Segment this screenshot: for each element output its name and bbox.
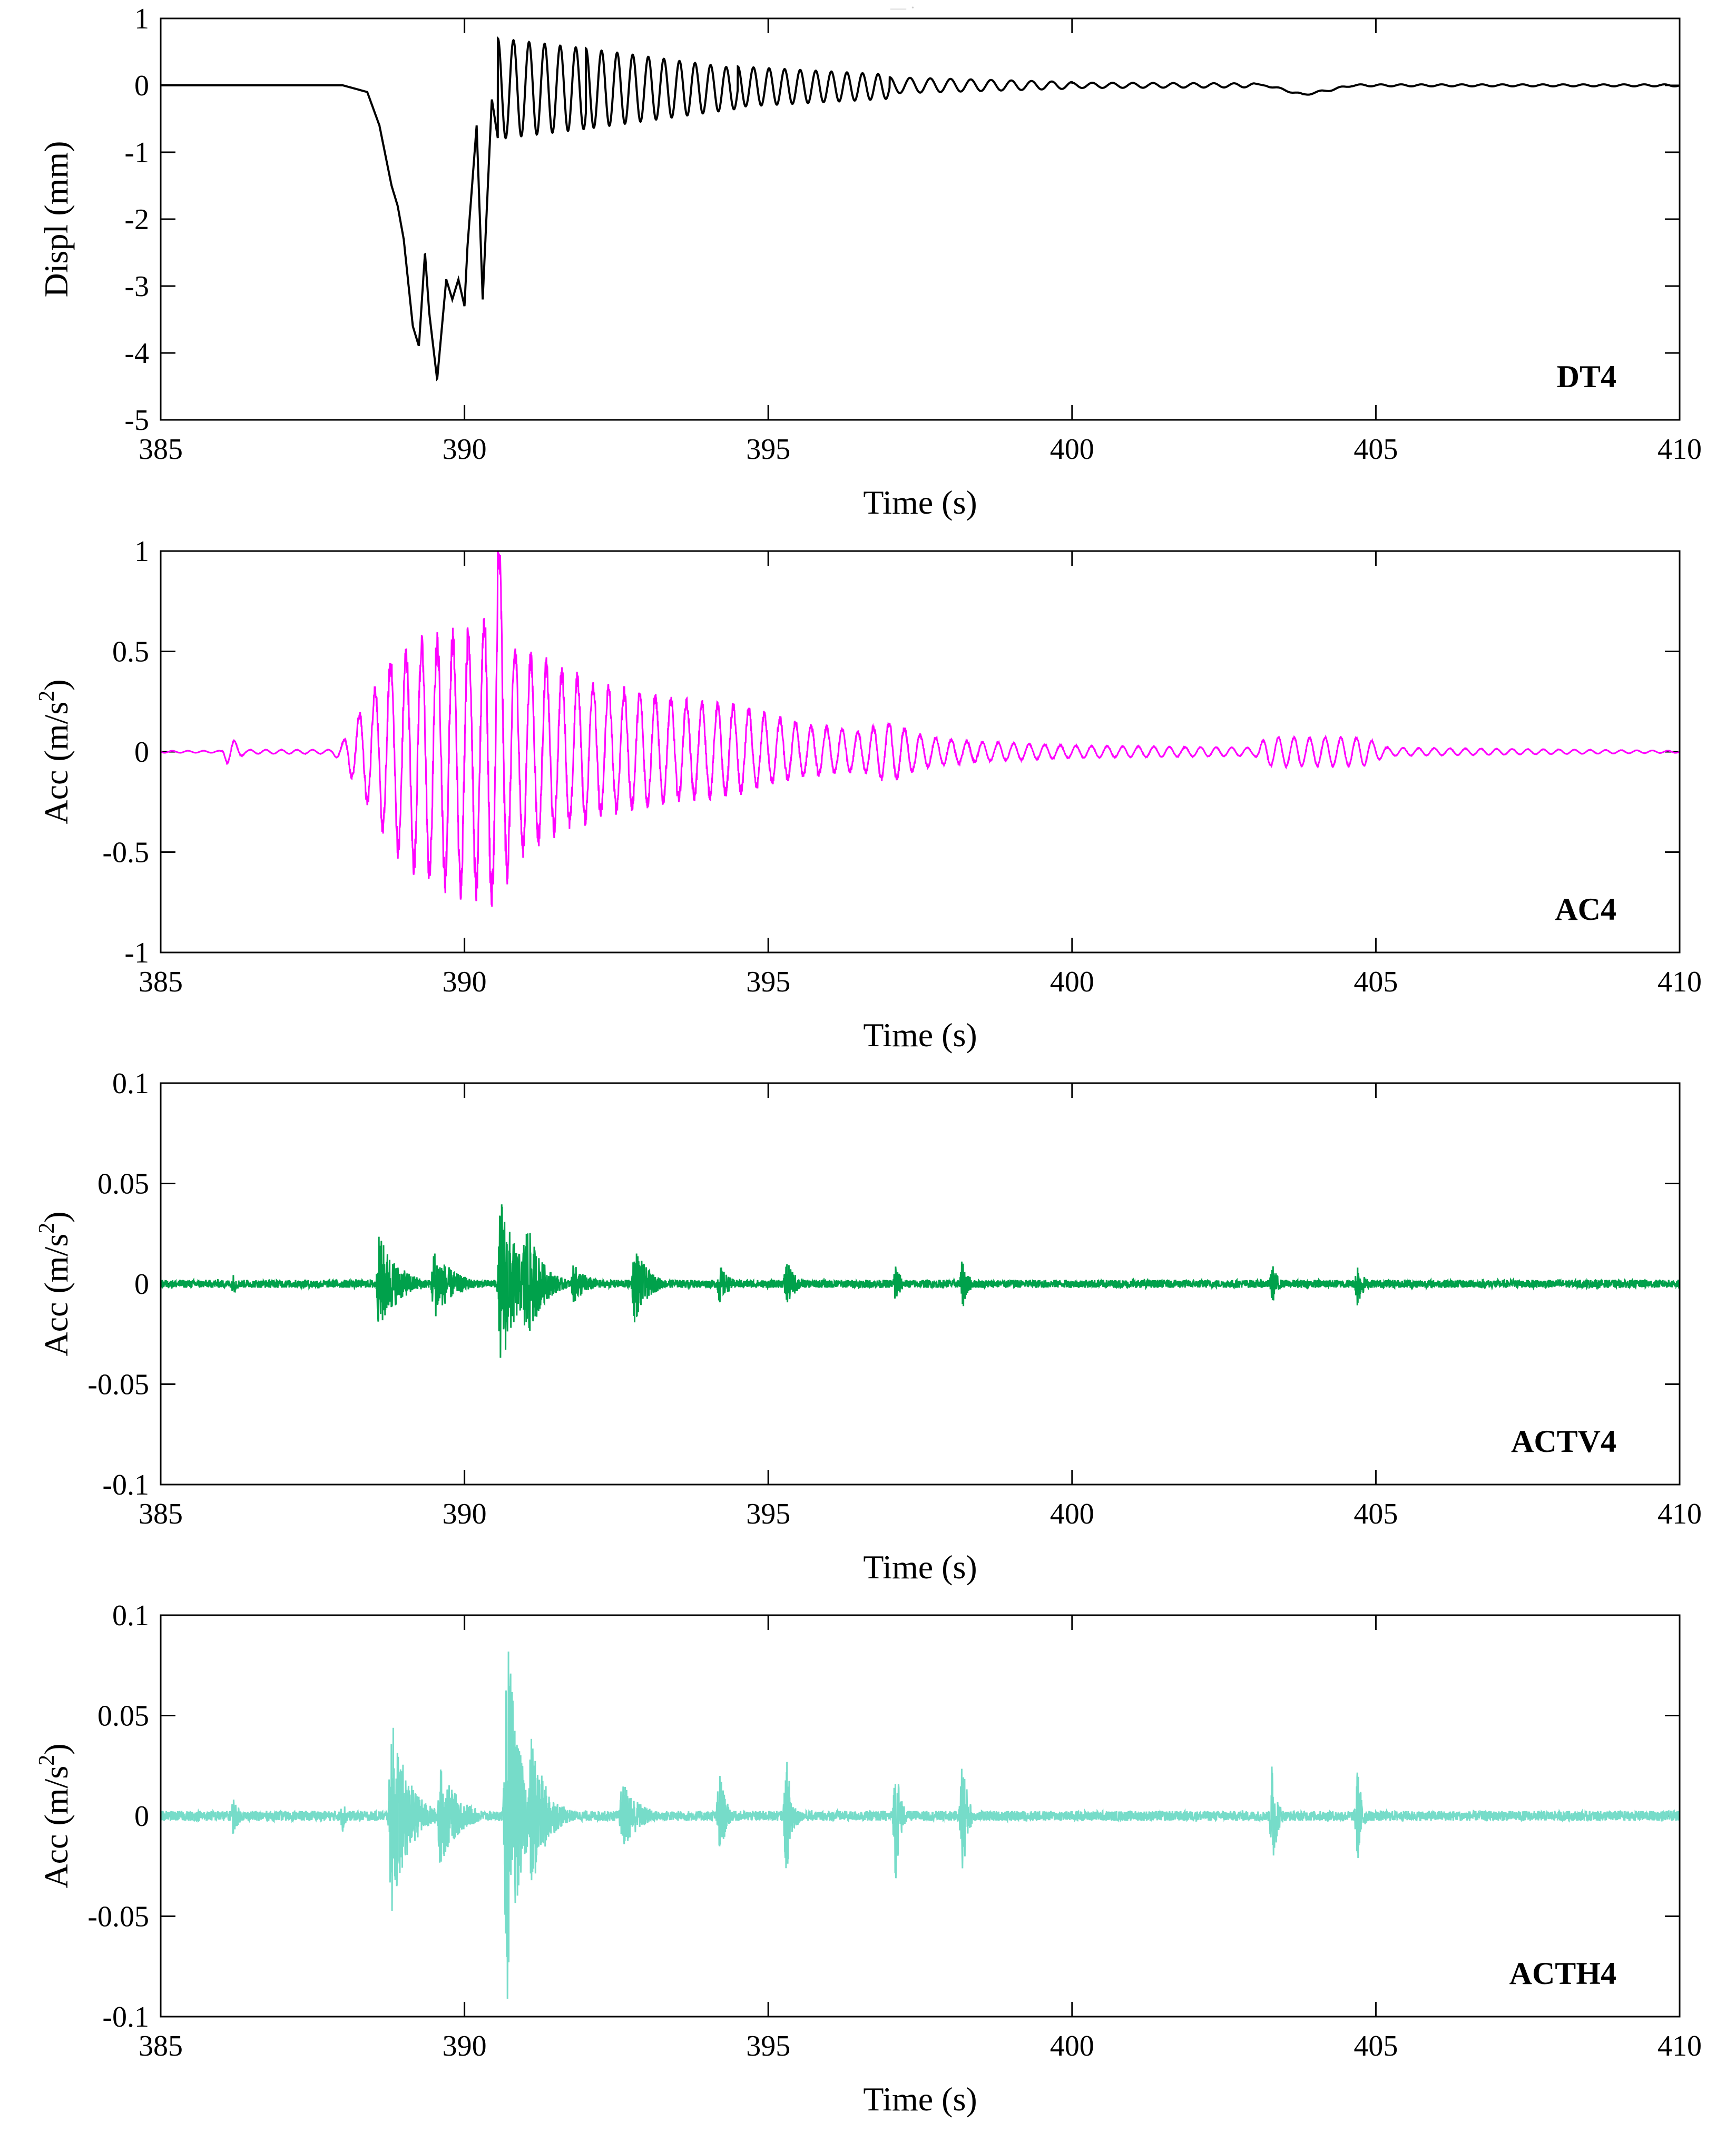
panel-label: ACTH4 xyxy=(1509,1956,1616,1991)
series-line-dt4 xyxy=(161,36,1680,381)
y-tick-label: -2 xyxy=(124,203,149,236)
series-line-acth4 xyxy=(161,1651,1680,1999)
x-axis-title: Time (s) xyxy=(863,1016,977,1054)
y-tick-label: 0.1 xyxy=(112,1599,149,1632)
y-tick-label: 0 xyxy=(134,1268,149,1301)
y-axis-title: Acc (m/s2) xyxy=(35,1743,75,1888)
panel-ac4: 385 390 395 400 405 410 1 0.5 0 -0.5 -1 Time (s) Acc… xyxy=(35,535,1702,1054)
y-axis-title: Acc (m/s2) xyxy=(35,679,75,824)
x-tick-label: 390 xyxy=(443,433,487,466)
y-axis-title-sup: 2 xyxy=(35,1223,59,1234)
y-tick-label: 0.1 xyxy=(112,1067,149,1100)
x-tick-label: 385 xyxy=(139,2030,183,2062)
y-tick-label: -0.1 xyxy=(102,1469,149,1501)
plot-frame xyxy=(160,17,1681,421)
y-tick-label: 1 xyxy=(134,3,149,35)
panel-actv4: 385 390 395 400 405 410 0.1 0.05 0 -0.05 -0.1 Time … xyxy=(35,1067,1702,1586)
x-axis-title: Time (s) xyxy=(863,484,977,521)
x-tick-label: 400 xyxy=(1050,966,1094,998)
y-axis-title-main: Acc (m/s xyxy=(37,702,75,824)
y-tick-label: 0.05 xyxy=(97,1168,149,1201)
x-tick-label: 390 xyxy=(443,966,487,998)
x-tick-label: 395 xyxy=(746,433,790,466)
plot-frame xyxy=(160,550,1681,954)
panel-label: AC4 xyxy=(1555,892,1616,927)
x-axis-title: Time (s) xyxy=(863,1548,977,1586)
x-tick-label: 410 xyxy=(1657,1498,1702,1530)
x-tick-label: 405 xyxy=(1354,1498,1398,1530)
y-tick-label: -1 xyxy=(124,937,149,969)
x-tick-label: 390 xyxy=(443,1498,487,1530)
y-axis-title-main: Displ (mm) xyxy=(37,141,75,298)
y-tick-label: -0.1 xyxy=(102,2001,149,2033)
y-tick-label: 0.05 xyxy=(97,1700,149,1733)
y-tick-label: -5 xyxy=(124,404,149,437)
panel-dt4: 385 390 395 400 405 410 1 0 -1 -2 -3 -4 -5 Time (s) Di… xyxy=(37,3,1702,521)
x-tick-label: 410 xyxy=(1657,433,1702,466)
y-tick-label: 0 xyxy=(134,70,149,102)
x-tick-label: 405 xyxy=(1354,433,1398,466)
x-tick-label: 400 xyxy=(1050,433,1094,466)
y-tick-label: 1 xyxy=(134,535,149,568)
y-tick-label: -0.05 xyxy=(87,1901,149,1933)
y-axis-title-sup: 2 xyxy=(35,1755,59,1766)
x-tick-label: 410 xyxy=(1657,966,1702,998)
y-tick-label: -1 xyxy=(124,136,149,169)
y-axis-title: Acc (m/s2) xyxy=(35,1211,75,1356)
x-tick-label: 385 xyxy=(139,966,183,998)
x-tick-label: 395 xyxy=(746,1498,790,1530)
series-line-ac4 xyxy=(161,551,1680,907)
x-tick-label: 390 xyxy=(443,2030,487,2062)
plot-frame xyxy=(160,1082,1681,1486)
y-tick-label: 0.5 xyxy=(112,636,149,669)
y-axis-title-end: ) xyxy=(37,1211,75,1222)
x-tick-label: 385 xyxy=(139,433,183,466)
x-tick-label: 385 xyxy=(139,1498,183,1530)
y-axis-title-end: ) xyxy=(37,1743,75,1754)
x-tick-label: 405 xyxy=(1354,2030,1398,2062)
y-axis-title-end: ) xyxy=(37,679,75,690)
y-axis-title-main: Acc (m/s xyxy=(37,1234,75,1357)
y-tick-label: -3 xyxy=(124,270,149,303)
x-tick-label: 400 xyxy=(1050,1498,1094,1530)
x-tick-label: 395 xyxy=(746,966,790,998)
y-tick-label: 0 xyxy=(134,1800,149,1833)
top-caption: — · xyxy=(890,0,916,16)
y-axis-title-main: Acc (m/s xyxy=(37,1766,75,1889)
x-tick-label: 405 xyxy=(1354,966,1398,998)
panel-acth4: 385 390 395 400 405 410 0.1 0.05 0 -0.05 -0.1 Time … xyxy=(35,1599,1702,2118)
y-tick-label: -4 xyxy=(124,337,149,370)
x-axis-title: Time (s) xyxy=(863,2080,977,2118)
x-tick-label: 410 xyxy=(1657,2030,1702,2062)
x-tick-label: 400 xyxy=(1050,2030,1094,2062)
y-axis-title-sup: 2 xyxy=(35,691,59,702)
y-tick-label: -0.05 xyxy=(87,1369,149,1401)
y-tick-label: 0 xyxy=(134,736,149,769)
panel-label: DT4 xyxy=(1557,359,1616,394)
plot-frame xyxy=(160,1614,1681,2018)
x-tick-label: 395 xyxy=(746,2030,790,2062)
panel-label: ACTV4 xyxy=(1511,1424,1616,1459)
y-tick-label: -0.5 xyxy=(102,837,149,869)
series-line-actv4 xyxy=(161,1204,1680,1358)
y-axis-title: Displ (mm) xyxy=(37,141,75,298)
